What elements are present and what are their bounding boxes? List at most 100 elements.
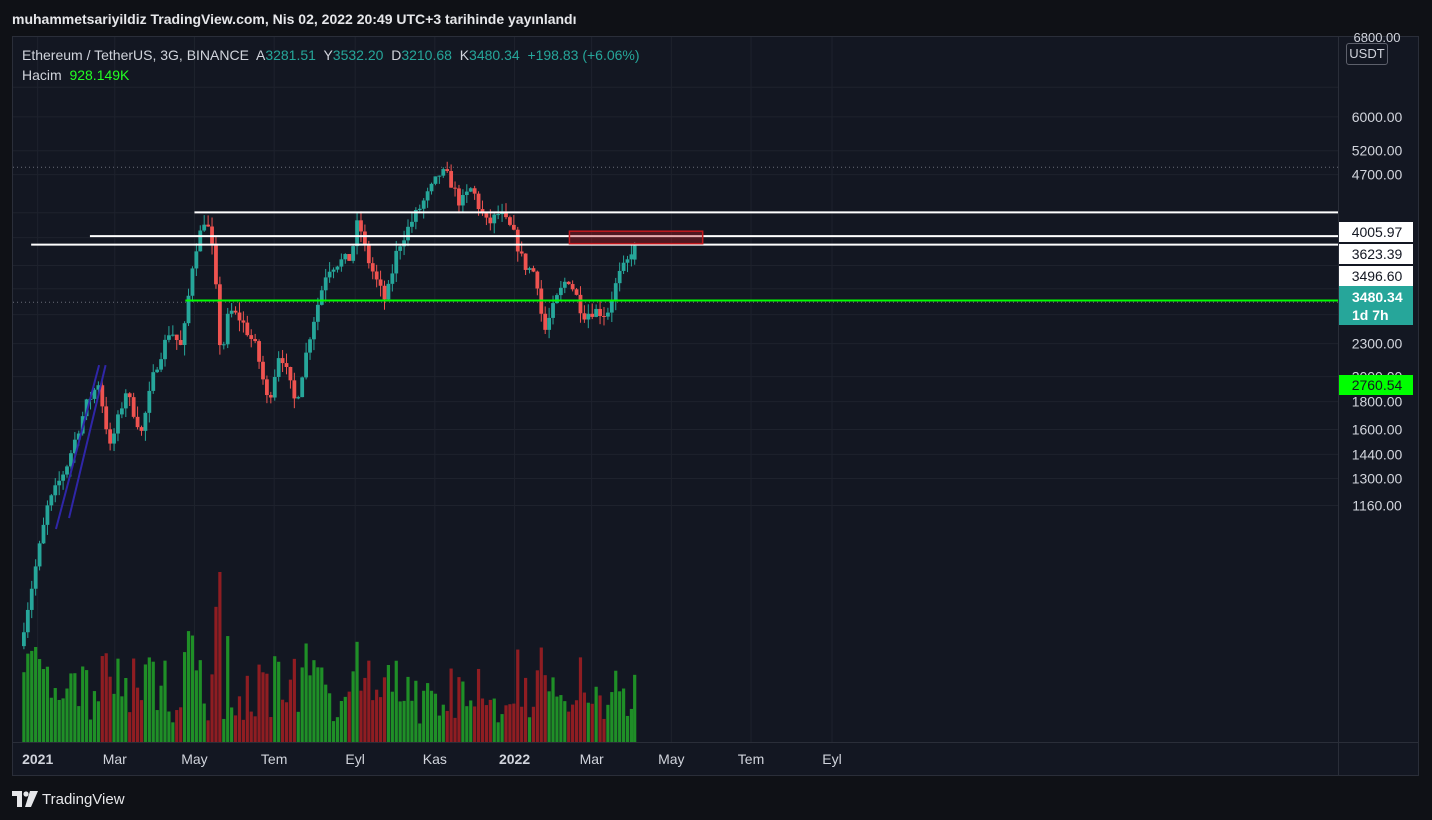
volume-bar (441, 704, 445, 742)
volume-bar (312, 660, 316, 742)
volume-bar (104, 653, 108, 742)
candle-body (315, 304, 320, 322)
candle-body (594, 308, 599, 317)
candle-body (621, 262, 626, 271)
volume-bar (163, 660, 167, 742)
y-tick-label: 1160.00 (1352, 497, 1402, 513)
volume-bar (296, 711, 300, 742)
volume-bar (222, 718, 226, 742)
countdown-label: 1d 7h (1352, 307, 1389, 323)
volume-bar (567, 711, 571, 742)
volume-bar (551, 677, 555, 742)
candle-body (261, 361, 265, 380)
candle-body (178, 339, 183, 345)
volume-bar (182, 652, 187, 742)
candle-body (410, 221, 414, 227)
candle-body (339, 259, 344, 267)
candle-body (602, 316, 606, 318)
candle-body (37, 543, 42, 567)
support-label: 2760.54 (1352, 377, 1403, 393)
candle-body (29, 588, 34, 610)
candle-body (104, 406, 109, 430)
volume-bar (269, 717, 273, 742)
volume-bar (449, 668, 453, 742)
volume-bar (320, 667, 324, 742)
volume-bar (418, 723, 422, 742)
candle-body (198, 230, 203, 252)
y-tick-label: 2300.00 (1352, 336, 1403, 352)
y-tick-label: 1600.00 (1352, 421, 1403, 437)
volume-bar (371, 700, 375, 742)
volume-bar (120, 696, 124, 742)
legend-volume-row: Hacim 928.149K (22, 65, 640, 85)
volume-bar (69, 673, 73, 742)
candle-body (253, 338, 258, 342)
candle-body (206, 224, 211, 227)
volume-bar (85, 670, 89, 742)
candle-body (558, 287, 563, 296)
legend-close-label: K (459, 47, 470, 63)
candle-body (308, 339, 312, 353)
level-label-bg (1339, 244, 1413, 264)
volume-bar (516, 649, 520, 742)
candle-body (257, 341, 261, 362)
volume-bar (410, 700, 414, 742)
volume-bar (473, 706, 477, 742)
candle-body (457, 188, 461, 206)
candle-body (92, 389, 97, 399)
volume-bar (328, 693, 332, 742)
candle-body (319, 290, 324, 305)
publish-line: muhammetsariyildiz TradingView.com, Nis … (12, 11, 577, 27)
trendline (68, 364, 107, 519)
volume-bar (426, 683, 430, 742)
volume-bar (367, 660, 371, 742)
y-tick-label: 6000.00 (1352, 109, 1403, 125)
tradingview-brand[interactable]: TradingView (42, 790, 125, 808)
volume-bar (539, 647, 543, 742)
legend-volume-label[interactable]: Hacim (22, 67, 62, 83)
chart-frame[interactable] (12, 36, 1419, 776)
volume-bar (437, 715, 441, 742)
candle-body (449, 171, 454, 188)
candle-body (625, 259, 630, 263)
volume-bar (135, 687, 140, 742)
volume-bar (547, 691, 551, 742)
candle-body (182, 323, 187, 345)
y-tick-label: 1800.00 (1352, 394, 1403, 410)
candle-body (617, 270, 622, 284)
candle-body (170, 334, 175, 336)
currency-unit-button[interactable]: USDT (1346, 43, 1388, 65)
volume-bar (81, 666, 85, 742)
y-tick-label: 5200.00 (1352, 143, 1403, 159)
candle-body (268, 395, 273, 398)
candle-body (300, 377, 305, 398)
candle-body (49, 495, 54, 506)
candle-body (555, 295, 559, 304)
volume-bar (484, 705, 489, 742)
candle-body (163, 339, 167, 360)
volume-bar (480, 698, 485, 742)
volume-bar (155, 710, 159, 742)
volume-bar (414, 680, 418, 742)
candle-body (116, 414, 120, 434)
candle-body (53, 485, 58, 496)
x-tick-label: Kas (423, 751, 447, 767)
candle-body (190, 268, 195, 296)
y-tick-label: 4700.00 (1352, 167, 1403, 183)
candle-body (214, 243, 218, 285)
legend-symbol[interactable]: Ethereum / TetherUS, 3G, BINANCE (22, 47, 249, 63)
volume-bar (96, 701, 100, 742)
candle-body (33, 566, 38, 589)
volume-bar (359, 690, 363, 742)
x-tick-label: Tem (738, 751, 764, 767)
volume-bar (65, 688, 69, 742)
level-label-bg (1339, 222, 1413, 242)
volume-bar (116, 658, 120, 742)
footer: TradingView (12, 788, 125, 810)
volume-bar (390, 691, 394, 742)
candle-body (464, 191, 469, 196)
candle-body (378, 279, 383, 286)
candle-body (335, 266, 340, 270)
candle-body (57, 480, 62, 486)
